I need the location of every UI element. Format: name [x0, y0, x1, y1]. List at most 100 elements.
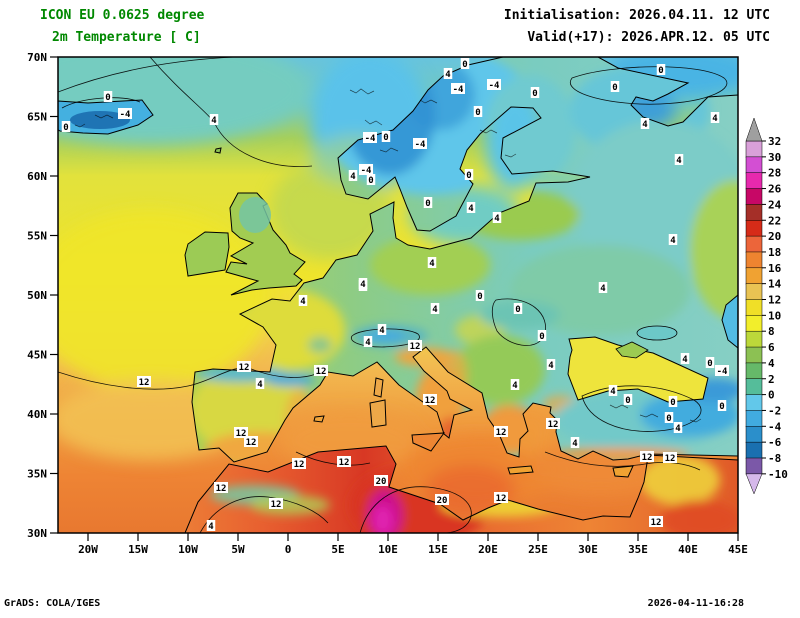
- grads-credit: GrADS: COLA/IGES: [4, 598, 100, 609]
- contour-label: 12: [548, 420, 559, 430]
- colorbar-tick-label: 8: [768, 325, 775, 338]
- contour-label: 4: [360, 280, 366, 290]
- island-ireland: [184, 231, 230, 277]
- contour-label-box: [570, 437, 580, 448]
- colorbar-tick-label: -2: [768, 404, 781, 417]
- contour-label: 0: [658, 66, 663, 76]
- contour-label: 12: [425, 396, 436, 406]
- contour-label-box: [374, 475, 388, 486]
- colorbar-segment: [745, 299, 763, 317]
- contour-label: 12: [339, 458, 350, 468]
- colorbar-tick-label: 2: [768, 373, 775, 386]
- contour-label: 12: [665, 454, 676, 464]
- contour-label: -4: [717, 367, 728, 377]
- contour-label-box: [337, 456, 351, 467]
- contour-label-box: [460, 58, 470, 69]
- contour-label-box: [464, 169, 474, 180]
- colorbar-segment: [745, 441, 763, 459]
- contour-label: 12: [642, 453, 653, 463]
- contour-label-box: [118, 108, 132, 119]
- contour-label: 12: [236, 429, 247, 439]
- lon-tick-label: 30E: [578, 543, 598, 556]
- colorbar-segment: [745, 235, 763, 253]
- contour-label: 4: [676, 156, 682, 166]
- contour-label: 4: [468, 204, 474, 214]
- island-sicily: [411, 432, 446, 452]
- contour-label-box: [103, 91, 113, 102]
- contour-label: 4: [572, 439, 578, 449]
- caspian-edge: [721, 294, 738, 349]
- contour-label-box: [255, 378, 265, 389]
- contour-label-box: [663, 452, 677, 463]
- contour-label-box: [664, 412, 674, 423]
- colorbar-tick-label: 0: [768, 389, 775, 402]
- lon-tick-label: 10W: [178, 543, 198, 556]
- contour-label: 0: [105, 93, 110, 103]
- island-faroe: [214, 147, 222, 154]
- contour-label: 0: [625, 396, 630, 406]
- contour-label: 0: [532, 89, 537, 99]
- contour-label-box: [623, 394, 633, 405]
- contour-label-box: [640, 451, 654, 462]
- contour-label: -4: [453, 85, 464, 95]
- contour-label: 20: [437, 496, 448, 506]
- lon-tick-label: 0: [285, 543, 292, 556]
- contour-label-box: [359, 164, 373, 175]
- colorbar-tick-label: 30: [768, 151, 781, 164]
- contour-label: 4: [610, 387, 616, 397]
- inland-seas: [567, 294, 738, 403]
- contour-label: 4: [512, 381, 518, 391]
- parameter-title: 2m Temperature [ C]: [52, 30, 201, 45]
- contour-label-box: [363, 336, 373, 347]
- colorbar-segment: [745, 172, 763, 190]
- colorbar-tick-label: 6: [768, 341, 775, 354]
- model-title: ICON EU 0.0625 degree: [40, 8, 205, 23]
- contour-label: 0: [515, 305, 520, 315]
- contour-label-box: [244, 436, 258, 447]
- contour-label-box: [61, 121, 71, 132]
- colorbar-segment: [745, 251, 763, 269]
- contour-label: 0: [466, 171, 471, 181]
- contour-label-box: [314, 365, 328, 376]
- colorbar-tick-label: 32: [768, 135, 781, 148]
- map-header: ICON EU 0.0625 degree 2m Temperature [ C…: [40, 8, 770, 45]
- contour-label-box: [475, 290, 485, 301]
- contour-label-box: [377, 324, 387, 335]
- colorbar-tick-label: 28: [768, 167, 781, 180]
- contour-label: -4: [120, 110, 131, 120]
- sea-of-azov: [636, 325, 678, 341]
- valid-time-label: Valid(+17): 2026.APR.12. 05 UTC: [527, 30, 770, 45]
- colorbar-tick-label: 24: [768, 198, 782, 211]
- contour-label: 0: [477, 292, 482, 302]
- contour-label: 0: [63, 123, 68, 133]
- island-cyprus: [612, 465, 634, 478]
- contour-label-box: [680, 353, 690, 364]
- contour-label-box: [668, 396, 678, 407]
- contour-label-box: [649, 516, 663, 527]
- contour-label-box: [451, 83, 465, 94]
- contour-label: 12: [139, 378, 150, 388]
- lon-tick-label: 20W: [78, 543, 98, 556]
- colorbar-segment: [745, 283, 763, 301]
- contour-label-box: [537, 330, 547, 341]
- contour-label-box: [381, 131, 391, 142]
- contour-label: -4: [415, 140, 426, 150]
- colorbar-tick-label: -4: [768, 420, 782, 433]
- contour-label-box: [598, 282, 608, 293]
- contour-label: 12: [496, 494, 507, 504]
- island-corsica: [373, 377, 384, 398]
- contour-labels: 0-404-40-440440-4-40000-4444004444444000…: [61, 58, 729, 532]
- contour-label: 4: [675, 424, 681, 434]
- colorbar-tick-label: -10: [768, 468, 788, 481]
- colorbar-tick-label: 18: [768, 246, 781, 259]
- contour-label-box: [443, 68, 453, 79]
- contour-label: 0: [670, 398, 675, 408]
- contour-label-box: [348, 170, 358, 181]
- colorbar-tick-label: 22: [768, 214, 781, 227]
- contour-label-box: [234, 427, 248, 438]
- contour-label-box: [705, 357, 715, 368]
- contour-label: 4: [429, 259, 435, 269]
- contour-label-box: [413, 138, 427, 149]
